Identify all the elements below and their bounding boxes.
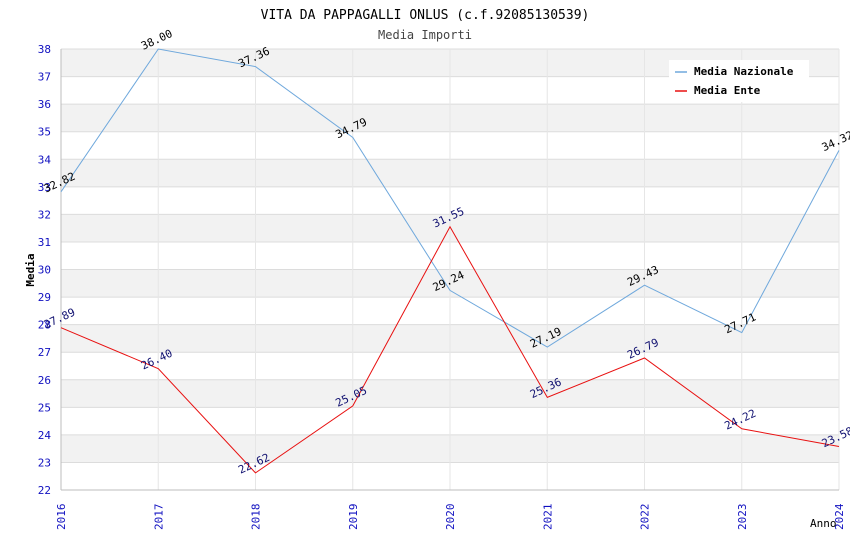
x-tick-label: 2017	[152, 504, 165, 531]
y-tick-label: 36	[38, 98, 51, 111]
series-line-nazionale	[60, 48, 840, 348]
legend: Media Nazionale Media Ente	[669, 60, 809, 102]
y-tick-label: 29	[38, 291, 51, 304]
y-tick-label: 24	[38, 429, 52, 442]
x-tick-label: 2018	[250, 504, 263, 531]
y-tick-labels: 22 23 24 25 26 27 28 29 30 31 32 33 34 35 36 37 38	[38, 43, 52, 497]
x-tick-label: 2020	[444, 504, 457, 531]
y-tick-label: 22	[38, 484, 51, 497]
legend-label-ente: Media Ente	[694, 84, 761, 97]
series-lines	[60, 48, 840, 474]
y-tick-label: 35	[38, 126, 51, 139]
y-tick-label: 28	[38, 319, 51, 332]
y-tick-label: 32	[38, 208, 51, 221]
y-axis-label: Media	[24, 253, 37, 286]
x-tick-label: 2016	[55, 504, 68, 531]
data-label: 32.82	[42, 170, 78, 196]
y-tick-label: 37	[38, 71, 51, 84]
x-tick-label: 2024	[833, 503, 846, 530]
data-label: 34.32	[820, 128, 850, 154]
y-tick-label: 27	[38, 346, 51, 359]
x-axis-label: Anno	[810, 517, 837, 530]
chart-subtitle: Media Importi	[378, 28, 472, 42]
x-tick-label: 2023	[736, 504, 749, 531]
data-label: 24.22	[723, 407, 759, 433]
x-tick-labels: 2016 2017 2018 2019 2020 2021 2022 2023 2024	[55, 503, 846, 530]
y-tick-label: 23	[38, 456, 51, 469]
legend-label-nazionale: Media Nazionale	[694, 65, 794, 78]
y-tick-label: 31	[38, 236, 51, 249]
y-tick-label: 38	[38, 43, 51, 56]
y-tick-label: 25	[38, 401, 51, 414]
chart-title: VITA DA PAPPAGALLI ONLUS (c.f.9208513053…	[261, 8, 590, 23]
y-tick-label: 34	[38, 153, 52, 166]
axes	[60, 49, 839, 491]
x-tick-label: 2019	[347, 504, 360, 531]
series-line-ente	[60, 225, 840, 474]
y-tick-label: 33	[38, 181, 51, 194]
legend-box	[669, 60, 809, 102]
y-tick-label: 26	[38, 374, 51, 387]
x-tick-label: 2021	[541, 504, 554, 531]
y-tick-label: 30	[38, 264, 51, 277]
x-tick-label: 2022	[639, 504, 652, 531]
